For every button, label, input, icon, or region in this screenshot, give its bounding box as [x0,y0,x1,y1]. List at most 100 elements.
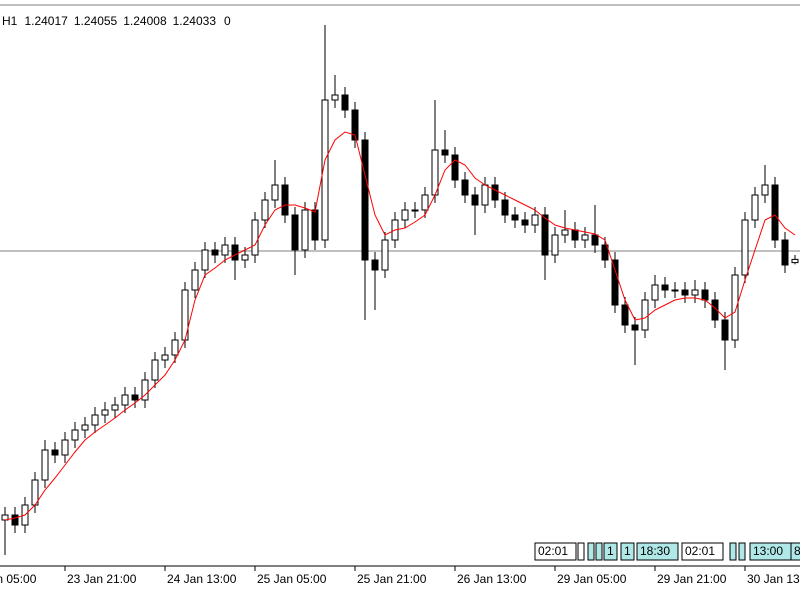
candle-body [341,94,349,111]
marker-label: 13:00 [753,544,783,558]
candle-body [561,229,569,236]
candle-body [81,424,89,431]
candle-body [151,359,159,381]
candle-body [251,219,259,256]
candle-body [541,214,549,256]
candle-body [11,514,19,526]
candle-body [731,274,739,341]
candle-body [651,284,659,301]
candle-body [551,234,559,256]
candle-body [471,194,479,206]
candle-body [531,214,539,226]
open-value: 1.24017 [24,14,68,28]
candle-body [371,259,379,271]
marker-label: 8 [794,544,800,558]
marker-box [620,542,635,561]
marker-label: 02:01 [685,544,715,558]
candle-body [161,354,169,361]
candle-body [321,99,329,241]
candle-body [101,409,109,416]
candle-body [431,149,439,196]
candle-body [131,394,139,401]
candle-body [221,244,229,256]
marker-label: 02:01 [538,544,568,558]
candle-body [661,284,669,291]
candle-body [671,289,679,292]
candle-body [701,289,709,301]
x-tick-label: 23 Jan 21:00 [67,572,137,586]
x-tick-label: 26 Jan 13:00 [457,572,527,586]
marker-box [587,542,595,561]
candle-body [261,199,269,221]
candle-body [441,149,449,156]
marker-box [636,542,679,561]
time-markers: 02:01 1 1 18:30 02:01 13:00 8 [534,542,800,561]
marker-box [790,542,800,561]
candle-body [511,214,519,221]
marker-label: 1 [607,544,614,558]
candle-body [311,209,319,241]
candle-body [581,234,589,241]
candle-body [281,184,289,216]
candle-body [791,258,799,264]
candle-body [111,404,119,411]
candle-body [291,214,299,251]
candle-body [621,304,629,326]
header: H1 1.24017 1.24055 1.24008 1.24033 0 [2,14,231,28]
candle-body [591,234,599,246]
candle-body [421,194,429,211]
candle-body [381,239,389,271]
plot-area [0,25,800,555]
candle-body [401,209,409,221]
candle-body [351,109,359,141]
candle-body [741,219,749,276]
candle-body [771,184,779,241]
x-tick-label: 25 Jan 05:00 [257,572,327,586]
candle-body [91,414,99,426]
candle-body [631,324,639,331]
marker-box [738,542,746,561]
x-tick-label: 23 Jan 05:00 [0,572,37,586]
marker-label: 1 [624,544,631,558]
candle-body [481,184,489,206]
candle-body [761,184,769,196]
candle-body [191,269,199,291]
candle-body [411,209,419,212]
candle-body [201,249,209,271]
marker-box [595,542,603,561]
marker-box [577,542,585,561]
candle-body [121,394,129,406]
candle-body [451,154,459,181]
candle-body [501,199,509,216]
x-tick-label: 25 Jan 21:00 [357,572,427,586]
candle-body [751,194,759,221]
candle-body [231,244,239,261]
candle-body [691,289,699,296]
low-value: 1.24008 [123,14,167,28]
marker-label: 18:30 [640,544,670,558]
candle-body [61,439,69,456]
candle-body [611,259,619,306]
candle-body [141,379,149,401]
x-tick-label: 30 Jan 13:00 [747,572,800,586]
marker-box [681,542,724,561]
candle-body [171,339,179,356]
candle-body [361,139,369,261]
candle-body [601,244,609,261]
candle-body [271,184,279,201]
candle-body [461,179,469,196]
candle-body [211,249,219,256]
x-tick-label: 29 Jan 21:00 [657,572,727,586]
x-tick-label: 29 Jan 05:00 [557,572,627,586]
close-value: 1.24033 [173,14,217,28]
x-tick-label: 24 Jan 13:00 [167,572,237,586]
marker-box [534,542,577,561]
candle-body [331,94,339,101]
volume-value: 0 [224,14,231,28]
candle-body [681,289,689,296]
candle-body [301,209,309,251]
candle-body [491,184,499,201]
